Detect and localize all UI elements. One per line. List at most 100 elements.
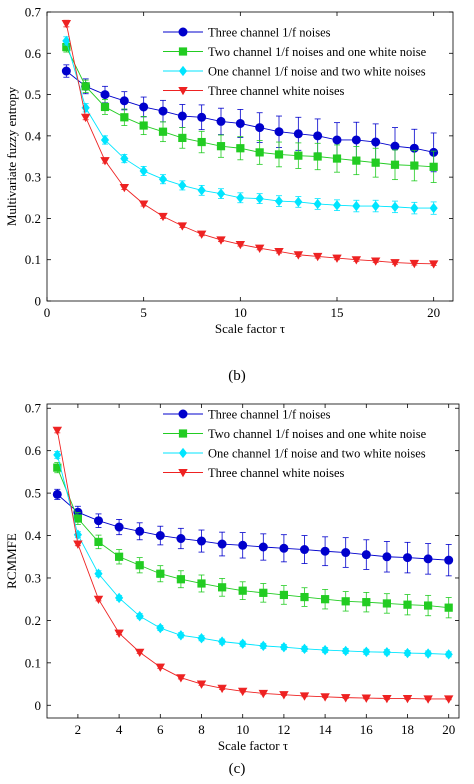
data-point <box>158 106 168 116</box>
data-point <box>197 185 206 196</box>
data-point <box>158 212 168 222</box>
data-point <box>178 180 187 191</box>
y-tick-label: 0.6 <box>25 46 42 61</box>
data-point <box>258 542 268 552</box>
data-point <box>352 156 361 165</box>
series-1 <box>61 64 439 173</box>
data-point <box>371 137 381 147</box>
data-point <box>197 112 207 122</box>
data-point <box>120 153 129 164</box>
y-tick-label: 0.3 <box>25 570 41 585</box>
legend-label: Three channel white noises <box>208 466 345 480</box>
data-point <box>114 629 124 638</box>
y-tick-label: 0.7 <box>25 5 42 20</box>
data-point <box>119 183 130 193</box>
data-point <box>94 537 103 547</box>
data-point <box>216 116 226 126</box>
data-point <box>294 196 303 208</box>
legend-marker <box>178 27 188 37</box>
x-tick-label: 20 <box>427 305 440 320</box>
series-3 <box>53 449 453 660</box>
data-point <box>135 610 144 622</box>
data-point <box>216 142 226 151</box>
data-point <box>293 129 303 139</box>
data-point <box>115 552 124 561</box>
data-point <box>313 198 322 210</box>
series-4 <box>61 19 439 269</box>
data-point <box>197 579 206 588</box>
data-point <box>274 127 284 137</box>
plot-area-frame <box>46 11 454 302</box>
data-point <box>61 66 71 76</box>
x-axis-label: Scale factor τ <box>215 321 285 336</box>
data-point <box>429 162 438 171</box>
y-tick-label: 0.2 <box>25 613 41 628</box>
panel-label: (b) <box>228 368 246 384</box>
data-point <box>176 534 186 544</box>
legend-label: Two channel 1/f noises and one white noi… <box>208 427 427 441</box>
y-tick-label: 0.1 <box>25 252 41 267</box>
data-point <box>444 603 453 612</box>
data-point <box>197 137 206 147</box>
legend-marker <box>178 429 188 438</box>
data-point <box>156 569 165 578</box>
y-axis-label: Multivariate fuzzy entropy <box>4 86 19 226</box>
panel-label: (c) <box>229 761 246 777</box>
data-point <box>259 640 268 652</box>
data-point <box>158 174 168 185</box>
data-point <box>382 552 392 562</box>
data-point <box>279 590 289 600</box>
x-tick-label: 18 <box>401 722 414 737</box>
data-point <box>370 257 381 266</box>
data-point <box>177 222 188 231</box>
data-point <box>332 135 342 145</box>
data-point <box>120 113 129 122</box>
data-point <box>197 536 207 546</box>
data-point <box>255 193 264 204</box>
data-point <box>139 121 148 130</box>
data-point <box>362 598 371 607</box>
legend-marker <box>178 87 188 96</box>
series-4 <box>52 426 454 704</box>
data-point <box>238 540 248 550</box>
x-tick-label: 4 <box>116 722 123 737</box>
y-tick-label: 0.5 <box>25 87 41 102</box>
data-point <box>332 200 342 211</box>
legend: Three channel 1/f noises Two channel 1/f … <box>163 408 427 480</box>
data-point <box>341 548 351 558</box>
data-point <box>119 96 129 106</box>
y-tick-label: 0.3 <box>25 170 41 185</box>
data-point <box>390 259 400 268</box>
y-tick-label: 0.1 <box>25 655 41 670</box>
data-point <box>371 158 380 167</box>
data-point <box>299 545 309 555</box>
data-point <box>73 540 83 549</box>
data-point <box>351 256 362 265</box>
data-point <box>279 691 289 700</box>
data-point <box>390 201 400 213</box>
data-point <box>94 568 103 579</box>
data-point <box>93 595 104 604</box>
x-tick-label: 16 <box>360 722 374 737</box>
data-point <box>218 636 227 647</box>
x-tick-label: 5 <box>140 305 147 320</box>
data-point <box>176 630 185 641</box>
chart-panel-2: 2 4 6 8 10 12 14 16 18 20 0 0.1 0.2 0.3 0.4 0.5 0.6 0.7 Sc… <box>4 401 460 777</box>
data-point <box>178 133 187 143</box>
data-point <box>320 546 330 556</box>
data-point <box>139 102 149 112</box>
series-line <box>56 430 449 700</box>
legend-label: One channel 1/f noise and two white nois… <box>208 65 426 79</box>
x-tick-label: 14 <box>319 722 333 737</box>
x-tick-label: 10 <box>234 305 247 320</box>
data-point <box>236 144 245 153</box>
data-point <box>352 200 361 212</box>
y-tick-label: 0.6 <box>25 443 42 458</box>
data-point <box>410 202 419 214</box>
x-axis-label: Scale factor τ <box>218 738 288 753</box>
data-point <box>114 522 124 532</box>
data-point <box>62 35 71 47</box>
data-point <box>238 638 247 649</box>
data-point <box>423 554 433 564</box>
